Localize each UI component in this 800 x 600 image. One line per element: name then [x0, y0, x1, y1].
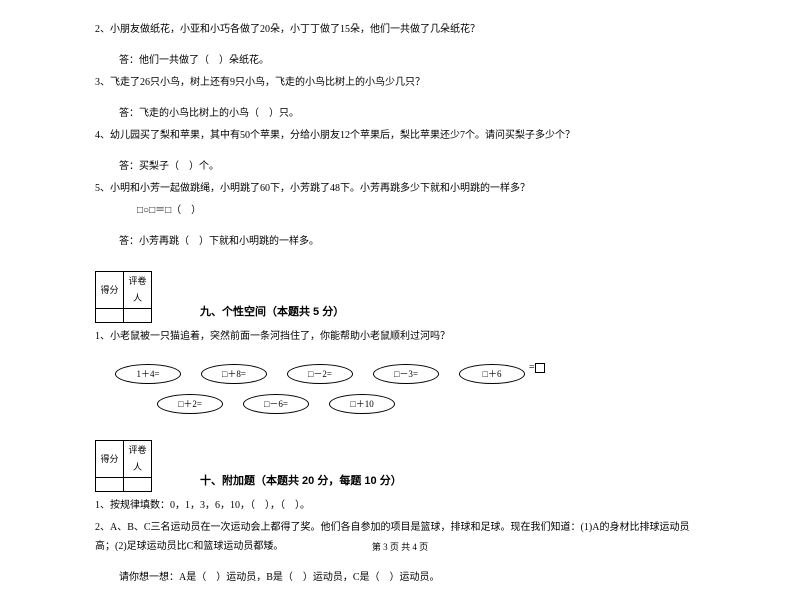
oval-5: □＋6 [459, 364, 525, 384]
answer-2: 答：他们一共做了（ ）朵纸花。 [119, 51, 705, 70]
question-5: 5、小明和小芳一起做跳绳，小明跳了60下，小芳跳了48下。小芳再跳多少下就和小明… [95, 179, 705, 198]
oval-4: □－3= [373, 364, 439, 384]
question-3: 3、飞走了26只小鸟，树上还有9只小鸟，飞走的小鸟比树上的小鸟少几只？ [95, 73, 705, 92]
grader-label-10: 评卷人 [124, 441, 152, 478]
section-9-q1: 1、小老鼠被一只猫追着，突然前面一条河挡住了，你能帮助小老鼠顺利过河吗？ [95, 327, 705, 346]
score-label: 得分 [96, 272, 124, 309]
page-footer: 第 3 页 共 4 页 [0, 540, 800, 553]
section-10-header: 得分 评卷人 十、附加题（本题共 20 分，每题 10 分） [95, 440, 705, 492]
formula-5: □○□＝□（ ） [137, 201, 705, 220]
flowchart: 1＋4= □＋8= □－2= □－3= □＋6 □＋2= □－6= □＋10 = [115, 356, 685, 420]
section-9-header: 得分 评卷人 九、个性空间（本题共 5 分） [95, 271, 705, 323]
grader-cell-10 [124, 478, 152, 492]
result-box-icon [535, 363, 545, 373]
grader-label: 评卷人 [124, 272, 152, 309]
oval-6: □＋2= [157, 394, 223, 414]
oval-7: □－6= [243, 394, 309, 414]
score-table-10: 得分 评卷人 [95, 440, 152, 492]
score-cell [96, 309, 124, 323]
question-2: 2、小朋友做纸花，小亚和小巧各做了20朵，小丁丁做了15朵，他们一共做了几朵纸花… [95, 20, 705, 39]
oval-2: □＋8= [201, 364, 267, 384]
oval-1: 1＋4= [115, 364, 181, 384]
question-4: 4、幼儿园买了梨和苹果，其中有50个苹果，分给小朋友12个苹果后，梨比苹果还少7… [95, 126, 705, 145]
oval-8: □＋10 [329, 394, 395, 414]
answer-3: 答：飞走的小鸟比树上的小鸟（ ）只。 [119, 104, 705, 123]
section-10-q1: 1、按规律填数：0，1，3，6，10，（ ），（ ）。 [95, 496, 705, 515]
end-box: = [529, 358, 545, 377]
grader-cell [124, 309, 152, 323]
exam-page: 2、小朋友做纸花，小亚和小巧各做了20朵，小丁丁做了15朵，他们一共做了几朵纸花… [0, 0, 800, 600]
score-cell-10 [96, 478, 124, 492]
section-10-q2b: 请你想一想：A是（ ）运动员，B是（ ）运动员，C是（ ）运动员。 [119, 568, 705, 587]
section-10-title: 十、附加题（本题共 20 分，每题 10 分） [200, 471, 402, 492]
score-label-10: 得分 [96, 441, 124, 478]
answer-4: 答：买梨子（ ）个。 [119, 157, 705, 176]
section-9-title: 九、个性空间（本题共 5 分） [200, 302, 344, 323]
oval-3: □－2= [287, 364, 353, 384]
answer-5: 答：小芳再跳（ ）下就和小明跳的一样多。 [119, 232, 705, 251]
score-table-9: 得分 评卷人 [95, 271, 152, 323]
